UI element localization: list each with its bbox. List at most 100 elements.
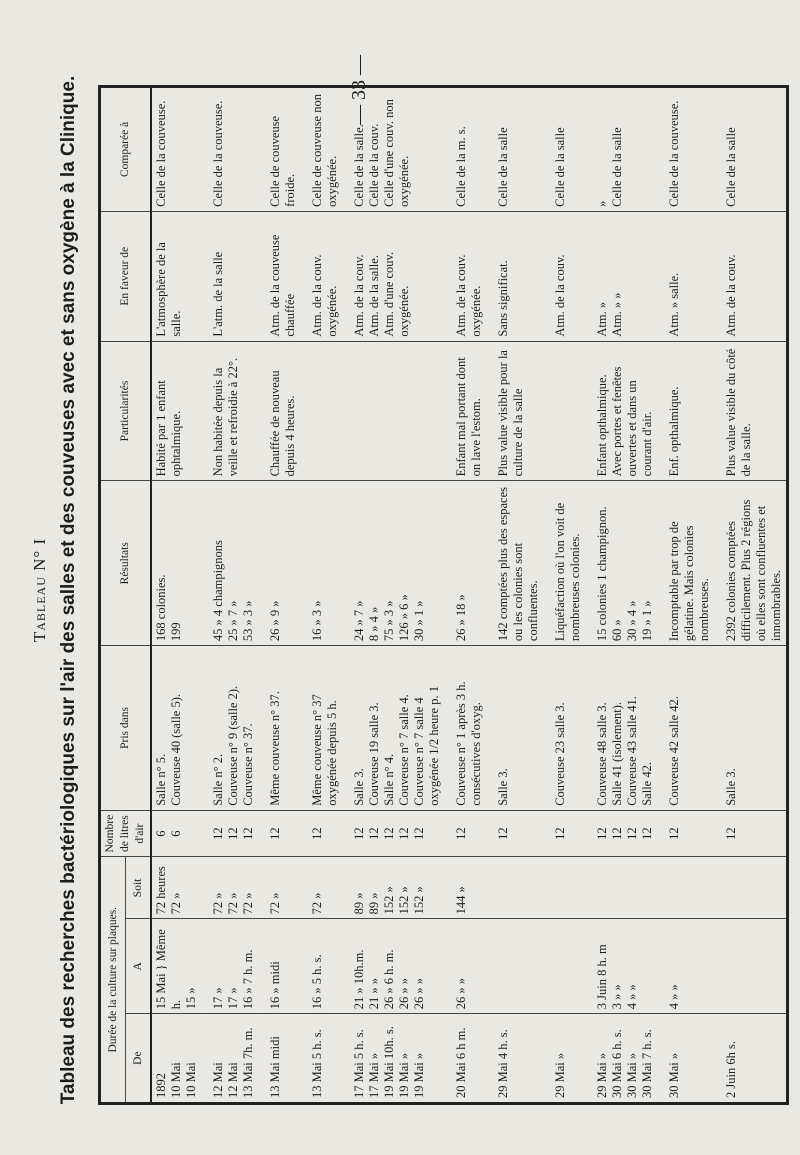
table-cell: 26 » 18 » bbox=[444, 480, 486, 646]
table-cell: 89 » 89 » 152 » 152 » 152 » bbox=[342, 856, 444, 919]
table-row: 29 Mai 4 h. s. 12 Salle 3. 142 comptées plu… bbox=[486, 86, 543, 1104]
table-row: 17 Mai 5 h. s. 17 Mai » 19 Mai 10h. s. 1… bbox=[342, 86, 444, 1104]
table-row: 13 Mai 5 h. s. 16 » 5 h. s. 72 » 12 Même cou… bbox=[300, 86, 342, 1104]
table-cell: 142 comptées plus des espaces ou les col… bbox=[486, 480, 543, 646]
table-cell: Atm. de la couv. bbox=[714, 211, 788, 342]
table-cell: Atm. de la couv. Atm. de la salle. Atm. … bbox=[342, 211, 444, 342]
table-cell: Couveuse 48 salle 3. Salle 41 (isolement… bbox=[585, 645, 657, 811]
table-cell: Couveuse 23 salle 3. bbox=[543, 645, 585, 811]
table-cell: 30 Mai » bbox=[657, 1013, 714, 1104]
table-cell: 6 6 bbox=[151, 810, 201, 857]
table-row: 20 Mai 6 h m. 26 » » 144 » 12 Couveuse n° 1 … bbox=[444, 86, 486, 1104]
table-cell: Atm. de la couv. oxygénée. bbox=[444, 211, 486, 342]
column-header: Pris dans bbox=[99, 645, 151, 811]
table-cell: 12 12 12 bbox=[201, 810, 258, 857]
column-header: Soit bbox=[125, 856, 151, 919]
column-header: Nombre de litres d'air bbox=[99, 810, 151, 857]
table-cell: 29 Mai 4 h. s. bbox=[486, 1013, 543, 1104]
table-row: 1892 10 Mai 10 Mai 15 Mai } Même h. 15 » 7… bbox=[151, 86, 201, 1104]
table-cell: Non habitée depuis la veille et refroidi… bbox=[201, 341, 258, 481]
table-cell: 2 Juin 6h s. bbox=[714, 1013, 788, 1104]
table-cell: Celle de la salle bbox=[714, 86, 788, 212]
table-cell: 12 12 12 12 bbox=[585, 810, 657, 857]
column-header: Comparée à bbox=[99, 86, 151, 212]
table-cell: 12 Mai 12 Mai 13 Mai 7h. m. bbox=[201, 1013, 258, 1104]
table-cell: Couveuse 42 salle 42. bbox=[657, 645, 714, 811]
column-header: Résultats bbox=[99, 480, 151, 646]
table-cell: Atm. » Atm. » » bbox=[585, 211, 657, 342]
table-cell: 16 » 5 h. s. bbox=[300, 918, 342, 1014]
table-cell: Celle de la couveuse. bbox=[151, 86, 201, 212]
table-cell: 13 Mai midi bbox=[258, 1013, 300, 1104]
table-cell: 72 heures 72 » bbox=[151, 856, 201, 919]
group-header: Durée de la culture sur plaques. bbox=[99, 856, 126, 1104]
table-cell: 144 » bbox=[444, 856, 486, 919]
table-cell: Celle de la salle. Celle de la couv. Cel… bbox=[342, 86, 444, 212]
table-cell: 72 » 72 » 72 » bbox=[201, 856, 258, 919]
table-cell: Celle de couveuse non oxygénée. bbox=[300, 86, 342, 212]
table-cell bbox=[300, 341, 342, 481]
table-cell: Atm. de la couv. bbox=[543, 211, 585, 342]
table-cell: 45 » 4 champignons 25 » 7 » 53 » 3 » bbox=[201, 480, 258, 646]
table-cell: Chauffée de nouveau depuis 4 heures. bbox=[258, 341, 300, 481]
table-cell: 20 Mai 6 h m. bbox=[444, 1013, 486, 1104]
table-cell: Couveuse n° 1 après 3 h. consécutives d'… bbox=[444, 645, 486, 811]
table-cell: L'atm. de la salle bbox=[201, 211, 258, 342]
table-cell: 72 » bbox=[300, 856, 342, 919]
table-row: 29 Mai » 12 Couveuse 23 salle 3. Liquéfacti… bbox=[543, 86, 585, 1104]
table-cell: Enfant mal portant dont on lave l'estom. bbox=[444, 341, 486, 481]
table-cell: Atm. de la couv. oxygénée. bbox=[300, 211, 342, 342]
table-cell: 26 » » bbox=[444, 918, 486, 1014]
table-cell: 15 Mai } Même h. 15 » bbox=[151, 918, 201, 1014]
table-cell: Salle n° 2. Couveuse n° 9 (salle 2). Cou… bbox=[201, 645, 258, 811]
table-cell: 12 12 12 12 12 bbox=[342, 810, 444, 857]
caption: Tableau N° I bbox=[30, 537, 49, 643]
table-cell: Sans significat. bbox=[486, 211, 543, 342]
table-cell: 29 Mai » bbox=[543, 1013, 585, 1104]
table-cell: Plus value visible pour la culture de la… bbox=[486, 341, 543, 481]
table-cell: 168 colonies. 199 bbox=[151, 480, 201, 646]
table-cell bbox=[714, 918, 788, 1014]
table-cell: Salle 3. bbox=[486, 645, 543, 811]
column-header: A bbox=[125, 918, 151, 1014]
table-cell bbox=[714, 856, 788, 919]
table-cell: 16 » midi bbox=[258, 918, 300, 1014]
table-cell: 4 » » bbox=[657, 918, 714, 1014]
table-cell: Celle de couveuse froide. bbox=[258, 86, 300, 212]
table-cell: 12 bbox=[444, 810, 486, 857]
table-cell: Enfant opthalmique. Avec portes et fenêt… bbox=[585, 341, 657, 481]
table-row: 13 Mai midi 16 » midi 72 » 12 Même couveuse … bbox=[258, 86, 300, 1104]
table-cell: Celle de la couveuse. bbox=[657, 86, 714, 212]
table-cell bbox=[486, 918, 543, 1014]
table-head: Durée de la culture sur plaques. Nombre d… bbox=[99, 86, 151, 1104]
table-cell: Liquéfaction où l'on voit de nombreuses … bbox=[543, 480, 585, 646]
table-cell: L'atmosphère de la salle. bbox=[151, 211, 201, 342]
table-cell bbox=[543, 856, 585, 919]
table-cell: 24 » 7 » 8 » 4 » 75 » 3 » 126 » 6 » 30 »… bbox=[342, 480, 444, 646]
table-cell: Même couveuse n° 37. bbox=[258, 645, 300, 811]
table-row: 30 Mai » 4 » » 12 Couveuse 42 salle 42. Inco… bbox=[657, 86, 714, 1104]
data-table: Durée de la culture sur plaques. Nombre d… bbox=[98, 85, 789, 1105]
table-cell: 12 bbox=[657, 810, 714, 857]
table-body: 1892 10 Mai 10 Mai 15 Mai } Même h. 15 » 7… bbox=[151, 86, 788, 1104]
table-cell bbox=[342, 341, 444, 481]
table-cell: Celle de la salle bbox=[543, 86, 585, 212]
table-cell: 26 » 9 » bbox=[258, 480, 300, 646]
title: Tableau des recherches bactériologiques … bbox=[58, 75, 79, 1105]
table-row: 2 Juin 6h s. 12 Salle 3. 2392 colonies comp… bbox=[714, 86, 788, 1104]
table-cell: Atm. de la couveuse chauffée bbox=[258, 211, 300, 342]
table-cell: 12 bbox=[714, 810, 788, 857]
table-cell bbox=[543, 341, 585, 481]
table-cell: Plus value visible du côté de la salle. bbox=[714, 341, 788, 481]
table-cell: Même couveuse n° 37 oxygénée depuis 5 h. bbox=[300, 645, 342, 811]
column-header: En faveur de bbox=[99, 211, 151, 342]
table-cell: Habité par 1 enfant ophtalmique. bbox=[151, 341, 201, 481]
table-cell: Celle de la couveuse. bbox=[201, 86, 258, 212]
table-cell: 72 » bbox=[258, 856, 300, 919]
table-cell: 13 Mai 5 h. s. bbox=[300, 1013, 342, 1104]
table-cell: 15 colonies 1 champignon. 60 » 30 » 4 » … bbox=[585, 480, 657, 646]
column-header: Particularités bbox=[99, 341, 151, 481]
table-cell: Atm. » salle. bbox=[657, 211, 714, 342]
table-cell: Celle de la salle bbox=[486, 86, 543, 212]
